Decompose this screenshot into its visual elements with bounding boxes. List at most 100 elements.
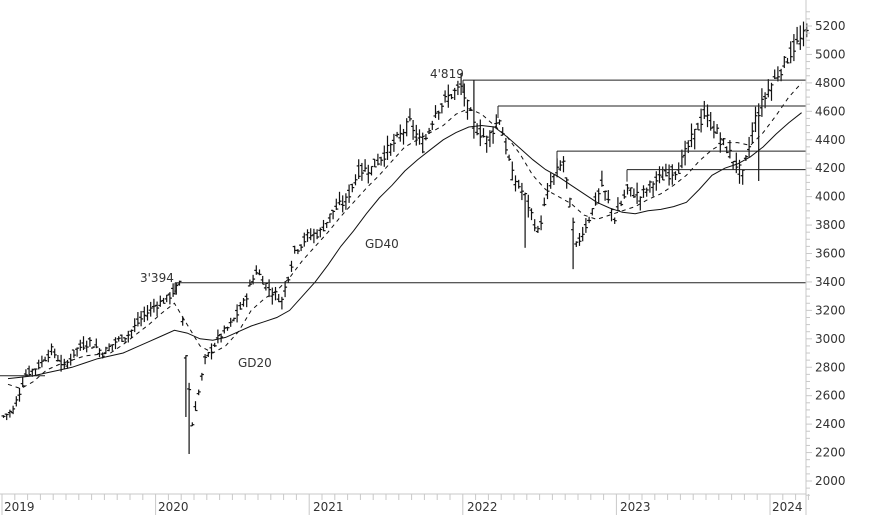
ohlc-bar bbox=[471, 80, 476, 139]
gd20-line bbox=[7, 82, 802, 390]
ohlc-bar bbox=[667, 164, 672, 186]
ohlc-bar bbox=[603, 190, 608, 201]
ohlc-bar bbox=[379, 156, 384, 166]
ohlc-bar bbox=[49, 343, 54, 356]
ohlc-bar bbox=[289, 260, 294, 272]
ohlc-bar bbox=[84, 340, 89, 353]
ohlc-bar bbox=[798, 25, 803, 50]
ohlc-bar bbox=[782, 55, 787, 69]
ohlc-bar bbox=[542, 197, 547, 207]
ohlc-bar bbox=[382, 145, 387, 167]
ohlc-bar bbox=[628, 187, 633, 197]
ohlc-bar bbox=[110, 344, 115, 351]
ohlc-bar bbox=[183, 355, 188, 418]
ohlc-bar bbox=[564, 177, 569, 189]
ohlc-bar bbox=[155, 301, 160, 317]
ohlc-bar bbox=[599, 170, 604, 187]
ohlc-bar bbox=[740, 169, 745, 185]
annotation-gd40: GD40 bbox=[365, 237, 399, 251]
ohlc-bar bbox=[775, 66, 780, 82]
ohlc-bar bbox=[654, 171, 659, 191]
ohlc-bar bbox=[491, 126, 496, 144]
ohlc-bar bbox=[743, 155, 748, 161]
ohlc-bar bbox=[20, 377, 25, 388]
ohlc-bar bbox=[708, 112, 713, 131]
ohlc-bar bbox=[436, 110, 441, 120]
ohlc-bar bbox=[503, 137, 508, 155]
ohlc-bar bbox=[212, 342, 217, 348]
ohlc-bar bbox=[292, 245, 297, 254]
y-tick-label: 4200 bbox=[815, 161, 846, 175]
ohlc-bar bbox=[39, 355, 44, 368]
ohlc-bar bbox=[583, 218, 588, 233]
ohlc-bar bbox=[699, 108, 704, 133]
ohlc-bar bbox=[711, 120, 716, 139]
ohlc-bar bbox=[663, 163, 668, 177]
ohlc-bar bbox=[135, 312, 140, 327]
ohlc-bar bbox=[295, 249, 300, 255]
ohlc-bar bbox=[46, 349, 51, 363]
ohlc-bar bbox=[443, 90, 448, 103]
x-axis-labels: 2019 2020 2021 2022 2023 2024 bbox=[4, 500, 803, 514]
ohlc-bar bbox=[401, 128, 406, 145]
y-tick-label: 2800 bbox=[815, 360, 846, 374]
ohlc-bar bbox=[283, 281, 288, 298]
ohlc-bar bbox=[606, 190, 611, 204]
ohlc-bar bbox=[43, 356, 48, 362]
ohlc-bar bbox=[577, 232, 582, 246]
ohlc-bar bbox=[81, 336, 86, 351]
ohlc-bar bbox=[558, 160, 563, 171]
ohlc-bar bbox=[142, 306, 147, 323]
ohlc-bar bbox=[612, 217, 617, 224]
ohlc-bar bbox=[324, 221, 329, 229]
ohlc-bar bbox=[107, 343, 112, 352]
ohlc-bar bbox=[385, 135, 390, 160]
ohlc-bar bbox=[353, 174, 358, 186]
ohlc-bar bbox=[129, 329, 134, 339]
ohlc-bar bbox=[369, 165, 374, 176]
ohlc-bar bbox=[334, 198, 339, 210]
ohlc-bar bbox=[548, 172, 553, 189]
annotation-high-2020: 3'394 bbox=[140, 271, 174, 285]
ohlc-bar bbox=[375, 153, 380, 166]
ohlc-bar bbox=[791, 34, 796, 62]
ohlc-bar bbox=[484, 135, 489, 153]
ohlc-bar bbox=[4, 413, 9, 421]
ohlc-bar bbox=[17, 387, 22, 402]
ohlc-bar bbox=[404, 118, 409, 137]
ohlc-bar bbox=[475, 123, 480, 136]
ohlc-bar bbox=[510, 161, 515, 181]
ohlc-bar bbox=[580, 226, 585, 242]
ohlc-bar bbox=[145, 305, 150, 321]
ohlc-bar bbox=[657, 166, 662, 184]
ohlc-bar bbox=[228, 317, 233, 327]
y-tick-label: 4600 bbox=[815, 104, 846, 118]
ohlc-bar bbox=[452, 87, 457, 101]
ohlc-bar bbox=[420, 132, 425, 154]
ohlc-bar bbox=[670, 164, 675, 185]
ohlc-bar bbox=[193, 401, 198, 412]
ohlc-bar bbox=[779, 68, 784, 82]
ohlc-bar bbox=[561, 156, 566, 173]
ohlc-bar bbox=[759, 88, 764, 117]
ohlc-bar bbox=[660, 166, 665, 181]
ohlc-bar bbox=[372, 158, 377, 168]
ohlc-bar bbox=[350, 183, 355, 193]
ohlc-bar bbox=[363, 159, 368, 172]
ohlc-bar bbox=[414, 124, 419, 146]
ohlc-bar bbox=[724, 146, 729, 154]
ohlc-bar bbox=[676, 162, 681, 175]
ohlc-bar bbox=[27, 365, 32, 377]
x-tick-label: 2022 bbox=[467, 500, 498, 514]
ohlc-bar bbox=[539, 215, 544, 231]
ohlc-bar bbox=[769, 82, 774, 101]
ohlc-bar bbox=[286, 276, 291, 283]
ohlc-bar bbox=[52, 348, 57, 359]
moving-averages bbox=[7, 82, 802, 390]
ohlc-bar bbox=[158, 295, 163, 307]
y-tick-label: 5000 bbox=[815, 47, 846, 61]
ohlc-bar bbox=[199, 372, 204, 381]
ohlc-bar bbox=[36, 359, 41, 370]
ohlc-bar bbox=[71, 349, 76, 358]
y-axis-labels: 2000 2200 2400 2600 2800 3000 3200 3400 3600 3800… bbox=[815, 19, 846, 488]
